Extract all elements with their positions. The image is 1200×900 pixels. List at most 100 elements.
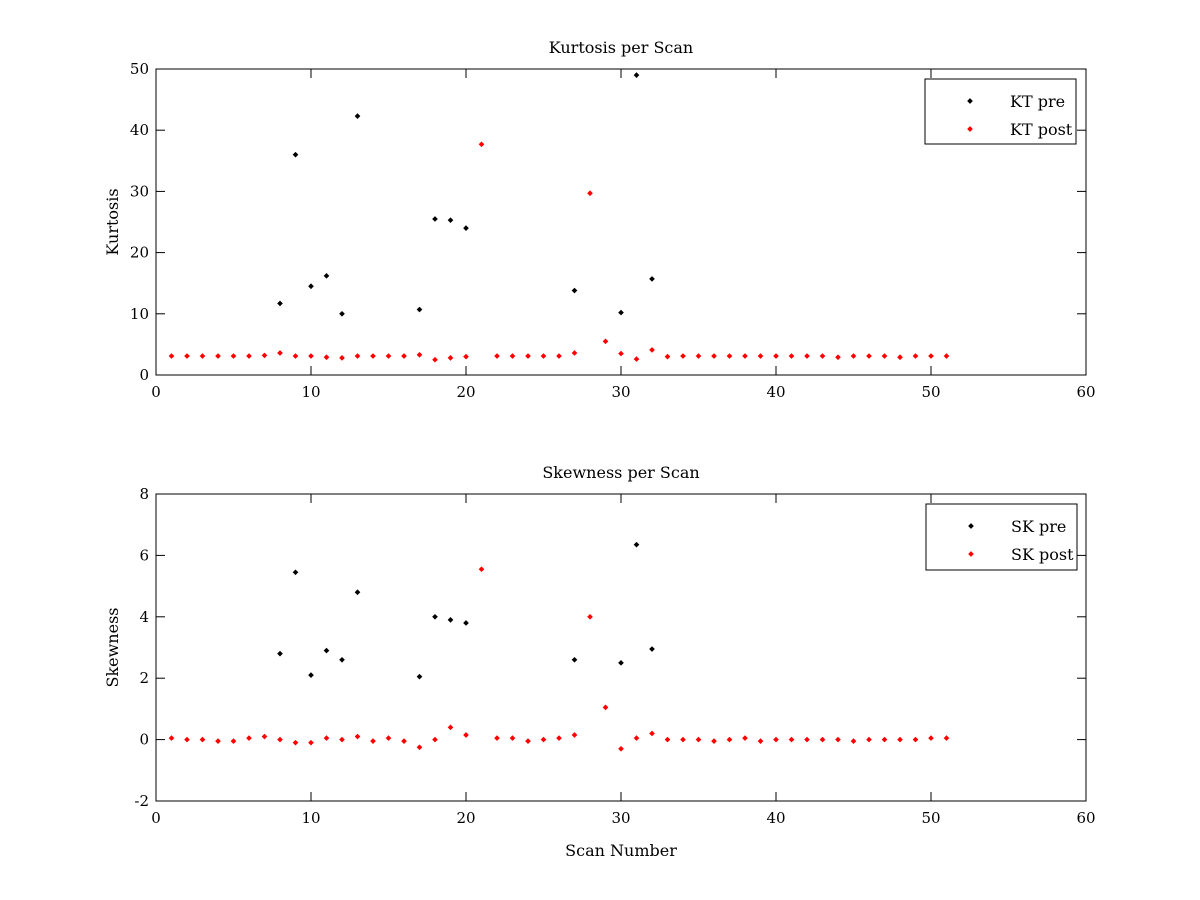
data-point xyxy=(168,735,175,741)
data-point xyxy=(633,541,640,548)
data-point xyxy=(571,287,578,294)
y-tick-label: 20 xyxy=(130,244,149,262)
legend-marker xyxy=(968,551,974,557)
data-point xyxy=(308,739,314,746)
y-tick-label: 4 xyxy=(139,608,149,626)
data-point xyxy=(695,736,702,743)
data-point xyxy=(292,151,299,158)
y-tick-label: 30 xyxy=(130,182,149,200)
data-point xyxy=(943,735,950,741)
data-point xyxy=(432,613,438,620)
data-point xyxy=(261,733,268,740)
data-point xyxy=(773,736,779,743)
data-point xyxy=(773,353,779,359)
legend-label: SK pre xyxy=(1011,517,1066,536)
data-point xyxy=(199,353,206,359)
y-tick-label: 10 xyxy=(130,305,149,323)
data-point xyxy=(339,355,345,361)
data-point xyxy=(711,353,717,359)
data-point xyxy=(726,736,733,743)
data-point xyxy=(556,353,562,359)
data-point xyxy=(447,355,454,361)
data-point xyxy=(912,736,919,743)
data-point xyxy=(711,738,717,744)
data-point xyxy=(509,353,516,359)
data-point xyxy=(277,350,283,356)
x-tick-label: 0 xyxy=(151,809,161,827)
data-point xyxy=(277,736,283,743)
y-tick-label: 6 xyxy=(139,546,149,564)
kurtosis-plot: Kurtosis per Scan Kurtosis 0 10 20 30 40 50 60… xyxy=(103,38,1096,401)
data-point xyxy=(432,736,438,743)
data-point xyxy=(804,736,810,743)
data-point xyxy=(494,353,500,359)
data-point xyxy=(618,350,624,357)
data-point xyxy=(897,354,903,361)
data-point xyxy=(354,733,361,740)
data-point xyxy=(928,353,934,359)
data-point xyxy=(323,647,330,654)
data-point xyxy=(432,356,438,363)
skewness-plot: Skewness per Scan Skewness Scan Number 0… xyxy=(103,463,1096,860)
x-tick-label: 30 xyxy=(611,383,630,401)
data-point xyxy=(633,735,640,741)
x-tick-label: 0 xyxy=(151,383,161,401)
data-point xyxy=(680,353,686,359)
data-point xyxy=(540,736,547,743)
data-point xyxy=(416,306,423,313)
data-point xyxy=(277,650,283,657)
data-point xyxy=(261,352,268,359)
data-point xyxy=(819,353,826,359)
data-point xyxy=(339,310,345,317)
data-point xyxy=(447,217,454,223)
y-axis-label: Kurtosis xyxy=(103,188,122,255)
data-point xyxy=(850,353,857,359)
y-tick-label: 2 xyxy=(139,669,149,687)
x-tick-label: 60 xyxy=(1076,809,1095,827)
data-point xyxy=(494,735,500,741)
data-point xyxy=(184,353,190,359)
y-tick-label: -2 xyxy=(134,792,149,810)
legend: SK pre SK post xyxy=(925,503,1078,571)
data-point xyxy=(571,732,578,738)
legend-marker xyxy=(967,126,973,132)
data-point xyxy=(230,738,237,744)
data-point xyxy=(354,353,361,359)
data-point xyxy=(168,353,175,359)
data-point xyxy=(587,190,593,197)
data-point xyxy=(850,738,857,744)
data-point xyxy=(649,646,655,652)
data-point xyxy=(385,353,392,359)
data-point xyxy=(540,353,547,359)
data-point xyxy=(308,672,314,678)
data-point xyxy=(912,353,919,359)
data-point xyxy=(664,353,671,360)
data-point xyxy=(618,660,624,666)
data-point xyxy=(401,353,407,359)
data-point xyxy=(323,273,330,279)
data-point xyxy=(463,225,469,231)
data-point xyxy=(246,735,252,741)
data-point xyxy=(618,309,624,316)
x-tick-label: 40 xyxy=(766,809,785,827)
data-point xyxy=(184,736,190,743)
data-point xyxy=(928,735,934,741)
legend: KT pre KT post xyxy=(924,78,1077,145)
data-point xyxy=(618,745,624,752)
data-point xyxy=(277,300,283,307)
data-point xyxy=(571,656,578,663)
data-point xyxy=(525,738,531,744)
y-tick-label: 0 xyxy=(139,731,149,749)
x-tick-label: 20 xyxy=(456,383,475,401)
x-tick-label: 10 xyxy=(301,809,320,827)
data-point xyxy=(292,569,299,576)
data-point xyxy=(649,730,655,737)
data-point xyxy=(323,354,330,361)
data-point xyxy=(556,735,562,741)
data-point xyxy=(416,673,423,680)
data-point xyxy=(633,72,640,78)
data-point xyxy=(339,736,345,743)
data-point xyxy=(323,735,330,741)
data-point xyxy=(633,356,640,362)
y-axis-label: Skewness xyxy=(103,607,122,687)
